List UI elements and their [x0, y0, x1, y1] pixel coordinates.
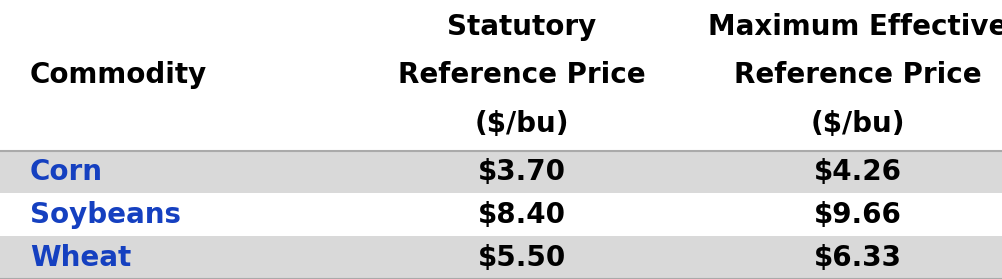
- Text: Maximum Effective: Maximum Effective: [707, 13, 1002, 41]
- Text: $4.26: $4.26: [813, 158, 901, 186]
- Bar: [0, 236, 1002, 279]
- Text: Soybeans: Soybeans: [30, 201, 181, 229]
- Text: ($/bu): ($/bu): [474, 110, 568, 138]
- Bar: [0, 193, 1002, 236]
- Text: Corn: Corn: [30, 158, 103, 186]
- Text: $3.70: $3.70: [477, 158, 565, 186]
- Text: Wheat: Wheat: [30, 244, 131, 272]
- Text: $9.66: $9.66: [813, 201, 901, 229]
- Text: $5.50: $5.50: [477, 244, 565, 272]
- Text: Reference Price: Reference Price: [733, 61, 980, 89]
- Text: Reference Price: Reference Price: [398, 61, 644, 89]
- Text: ($/bu): ($/bu): [810, 110, 904, 138]
- Text: $6.33: $6.33: [813, 244, 901, 272]
- Text: Statutory: Statutory: [447, 13, 595, 41]
- Text: $8.40: $8.40: [477, 201, 565, 229]
- Text: Commodity: Commodity: [30, 61, 207, 89]
- Bar: [0, 151, 1002, 193]
